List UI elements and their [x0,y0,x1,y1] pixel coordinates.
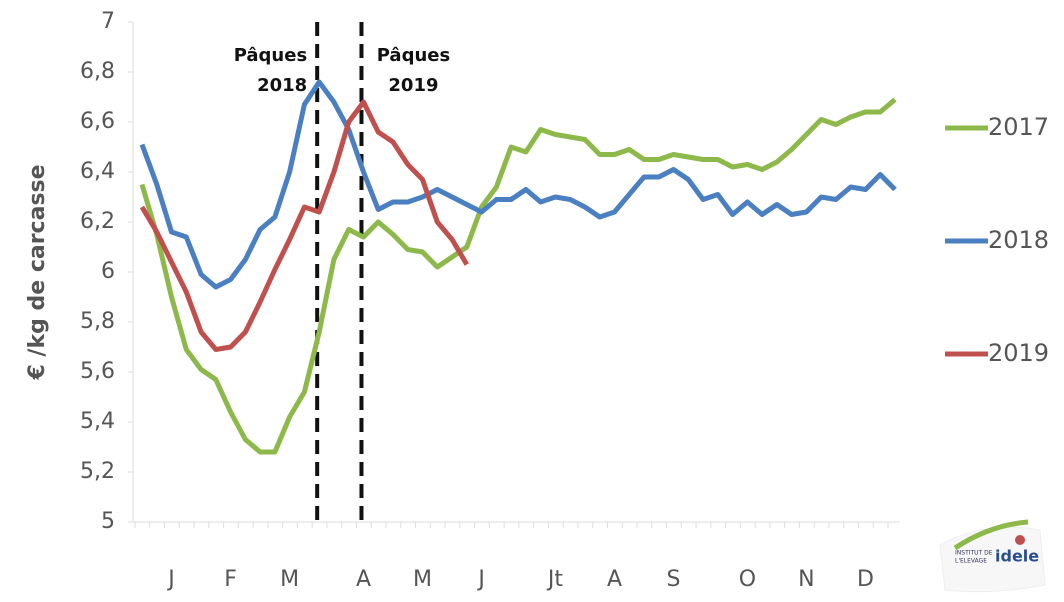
series-line [139,99,469,352]
annotation: Pâques [234,45,307,66]
legend-label: 2019 [988,339,1049,367]
x-tick-label: A [607,567,622,592]
x-tick-label: M [413,567,432,592]
legend-label: 2018 [988,226,1049,254]
annotation: 2019 [388,75,438,96]
x-tick-label: J [476,567,485,592]
y-tick-label: 5,4 [80,409,115,434]
y-tick-label: 6,6 [80,109,115,134]
y-axis-label: € /kg de carcasse [25,164,50,380]
legend-label: 2017 [988,113,1049,141]
logo-small: INSTITUT DE [955,550,993,557]
x-tick-label: Jt [546,567,563,592]
y-tick-label: 6,4 [80,159,115,184]
y-tick-label: 5,6 [80,359,115,384]
y-tick-label: 6,8 [80,59,115,84]
x-tick-label: M [280,567,299,592]
series-line [139,79,897,290]
y-tick-label: 6 [101,259,115,284]
y-tick-label: 7 [101,9,115,34]
annotation: 2018 [257,75,307,96]
logo-brand: idele [995,547,1039,566]
x-tick-label: O [739,567,756,592]
y-tick-label: 5,8 [80,309,115,334]
y-tick-label: 5,2 [80,459,115,484]
x-tick-label: A [356,567,371,592]
x-tick-label: S [667,567,681,592]
logo: INSTITUT DE L'ELEVAGE idele [939,519,1046,593]
y-tick-label: 5 [101,509,115,534]
x-tick-label: N [798,567,814,592]
logo-small: L'ELEVAGE [955,558,987,565]
logo-swoosh [953,519,1029,551]
y-tick-label: 6,2 [80,209,115,234]
annotation: Pâques [377,45,450,66]
x-tick-label: D [857,567,874,592]
x-tick-label: F [224,567,237,592]
logo-dot [1015,535,1025,545]
x-tick-label: J [166,567,175,592]
series-line [139,97,897,455]
